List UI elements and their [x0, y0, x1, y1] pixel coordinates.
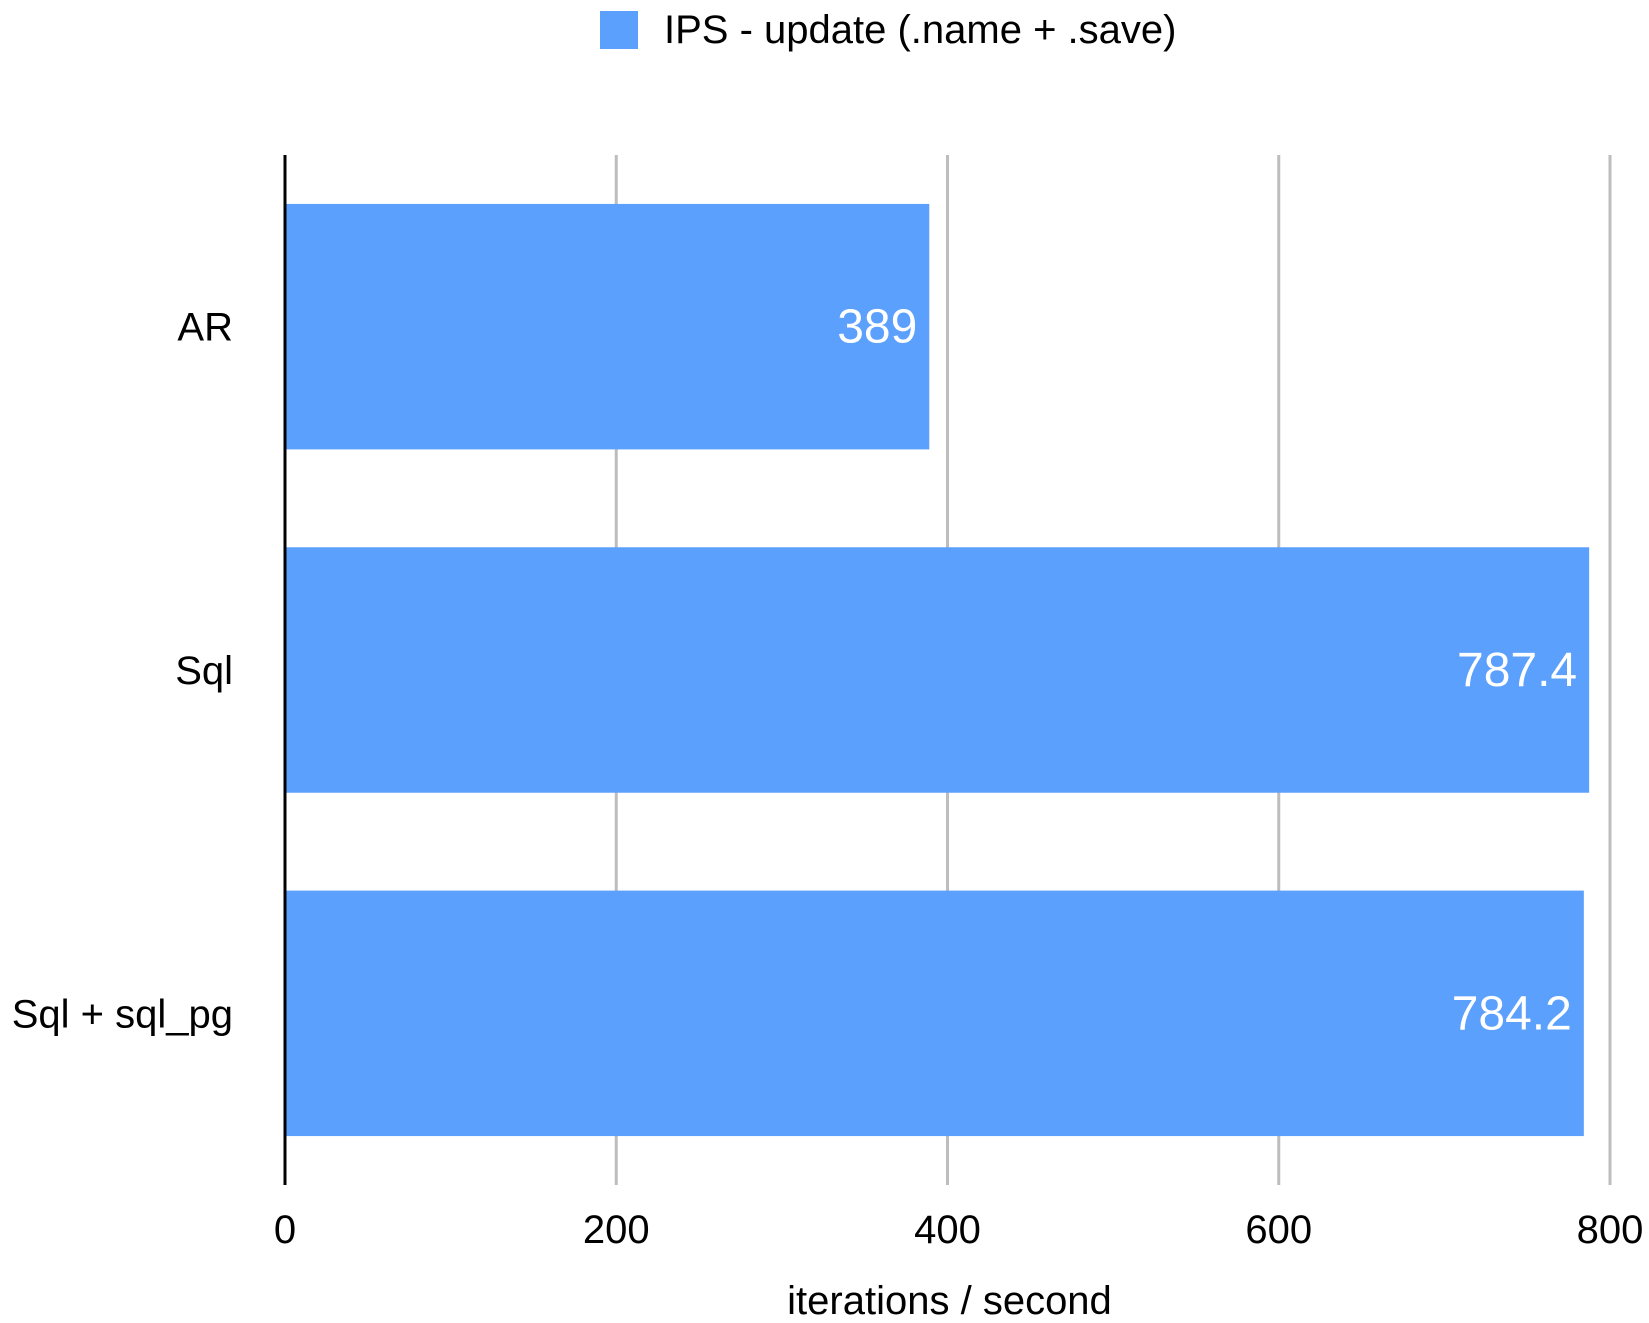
- legend: IPS - update (.name + .save): [600, 0, 1176, 60]
- category-label: Sql: [175, 649, 233, 693]
- bar-0: [285, 203, 930, 450]
- x-axis-title: iterations / second: [787, 1279, 1112, 1323]
- data-label: 784.2: [1452, 987, 1572, 1040]
- legend-swatch: [600, 11, 638, 49]
- data-label: 787.4: [1457, 644, 1577, 697]
- category-label: AR: [177, 306, 233, 350]
- data-label: 389: [837, 301, 917, 354]
- x-tick-label: 400: [914, 1208, 981, 1252]
- x-tick-label: 600: [1245, 1208, 1312, 1252]
- legend-label: IPS - update (.name + .save): [664, 7, 1177, 52]
- x-tick-label: 200: [583, 1208, 650, 1252]
- bar-1: [285, 547, 1590, 793]
- x-tick-label: 800: [1577, 1208, 1644, 1252]
- x-tick-label: 0: [274, 1208, 296, 1252]
- bar-2: [285, 890, 1584, 1137]
- category-label: Sql + sql_pg: [12, 992, 233, 1036]
